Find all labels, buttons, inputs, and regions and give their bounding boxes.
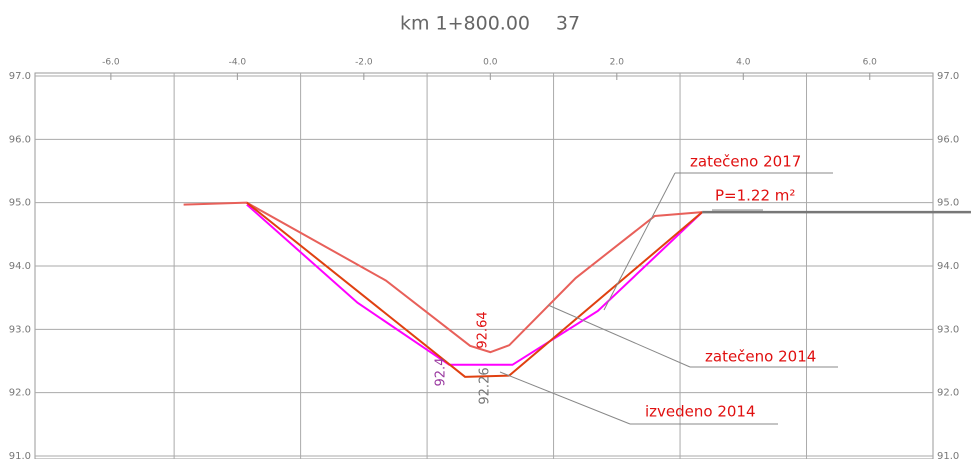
- x-tick-label: -6.0: [102, 58, 120, 68]
- y-tick-label: 92.0: [937, 388, 959, 399]
- chart-title: km 1+800.00: [400, 13, 530, 35]
- legend-label: izvedeno 2014: [645, 403, 756, 421]
- leader-line: [603, 172, 676, 311]
- x-tick-label: -4.0: [229, 58, 247, 68]
- x-tick-label: 2.0: [610, 58, 625, 68]
- elevation-label: 92.4: [434, 358, 449, 387]
- y-tick-label: 96.0: [937, 134, 959, 145]
- y-tick-label: 95.0: [9, 198, 31, 209]
- y-tick-label: 91.0: [9, 451, 31, 459]
- x-tick-label: 4.0: [736, 58, 751, 68]
- y-tick-label: 95.0: [937, 198, 959, 209]
- legend-label: zatečeno 2014: [705, 348, 816, 366]
- chart-subtitle: 37: [556, 13, 580, 35]
- leader-line: [499, 371, 631, 425]
- series-line: [183, 201, 703, 354]
- y-tick-label: 97.0: [937, 71, 959, 82]
- series-line: [246, 203, 703, 366]
- elevation-label: 92.26: [478, 367, 493, 404]
- x-tick-label: 6.0: [863, 58, 878, 68]
- series-line: [246, 201, 703, 378]
- legend-label: zatečeno 2017: [690, 153, 801, 171]
- y-tick-label: 94.0: [9, 261, 31, 272]
- y-tick-label: 93.0: [9, 324, 31, 335]
- x-tick-label: -2.0: [355, 58, 373, 68]
- leader-line: [547, 304, 691, 368]
- elevation-label: 92.64: [476, 311, 491, 348]
- x-tick-label: 0.0: [483, 58, 498, 68]
- y-tick-label: 97.0: [9, 71, 31, 82]
- y-tick-label: 94.0: [937, 261, 959, 272]
- area-label: P=1.22 m²: [715, 187, 795, 205]
- y-tick-label: 93.0: [937, 324, 959, 335]
- y-tick-label: 96.0: [9, 134, 31, 145]
- y-tick-label: 92.0: [9, 388, 31, 399]
- y-tick-label: 91.0: [937, 451, 959, 459]
